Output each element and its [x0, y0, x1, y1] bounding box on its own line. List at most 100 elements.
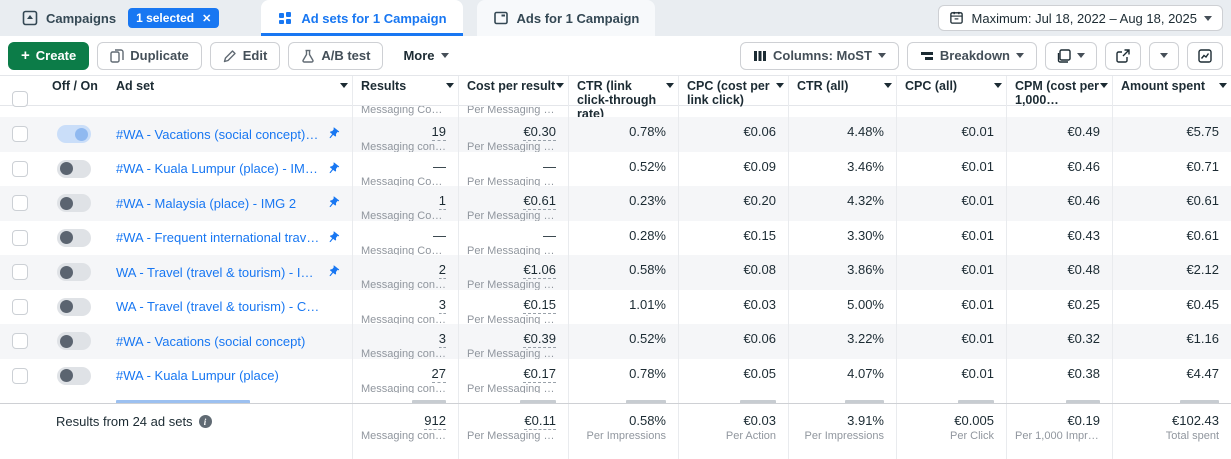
results-value[interactable]: 27	[431, 365, 446, 383]
ad-set-cell: WA - Travel (travel & tourism) - Copy	[108, 290, 352, 325]
footer-ctr-all-value: 3.91%	[847, 413, 884, 428]
off-on-toggle[interactable]	[57, 194, 91, 213]
duplicate-icon	[110, 48, 124, 63]
cost-value[interactable]: —	[543, 158, 556, 174]
tab-campaigns[interactable]: Campaigns 1 selected ✕	[0, 0, 235, 36]
ad-set-cell: WA - Travel (travel & tourism) - IMG 2	[108, 255, 352, 290]
results-value[interactable]: 2	[438, 262, 446, 279]
create-label: Create	[35, 48, 77, 63]
pin-icon	[329, 127, 340, 139]
row-checkbox[interactable]	[12, 264, 28, 281]
more-button[interactable]: More	[391, 42, 460, 70]
select-all-checkbox[interactable]	[12, 90, 28, 107]
footer-results-value[interactable]: 912	[424, 413, 446, 430]
cost-value[interactable]: —	[543, 227, 556, 243]
results-value[interactable]: —	[433, 158, 446, 174]
header-ctr-all[interactable]: CTR (all)	[788, 76, 896, 121]
chevron-down-icon	[877, 53, 886, 58]
header-results[interactable]: Results	[352, 76, 458, 121]
ctr-link-cell: 0.52%	[568, 151, 678, 186]
header-ad-set[interactable]: Ad set	[108, 76, 352, 121]
results-cell: 3 Messaging conversati…	[352, 289, 458, 325]
ad-set-link[interactable]: #WA - Kuala Lumpur (place)	[116, 368, 279, 384]
sort-caret-icon	[666, 83, 674, 88]
cost-per-result-cell: €1.06 Per Messaging Conve…	[458, 255, 568, 290]
edit-button[interactable]: Edit	[209, 41, 281, 70]
clear-selection-icon[interactable]: ✕	[202, 12, 212, 25]
row-checkbox[interactable]	[12, 160, 28, 177]
table-row: #WA - Vacations (social concept) 3 Messa…	[0, 324, 1231, 359]
columns-button[interactable]: Columns: MoST	[739, 41, 899, 70]
cpc-link-value: €0.09	[743, 158, 776, 174]
off-on-toggle[interactable]	[57, 366, 91, 385]
cost-value[interactable]: €0.61	[523, 193, 556, 210]
ad-set-link[interactable]: #WA - Kuala Lumpur (place) - IMG 2	[116, 161, 320, 177]
row-checkbox[interactable]	[12, 229, 28, 246]
header-cpc-all[interactable]: CPC (all)	[896, 76, 1006, 121]
row-checkbox[interactable]	[12, 126, 28, 143]
duplicate-button[interactable]: Duplicate	[97, 41, 202, 70]
amount-value: €0.61	[1186, 193, 1219, 208]
footer-cpc-link-value: €0.03	[743, 413, 776, 428]
ab-test-button[interactable]: A/B test	[288, 41, 384, 70]
cpm-cell: €0.46	[1006, 151, 1112, 186]
footer-cost-value[interactable]: €0.11	[524, 413, 556, 430]
table-row: #WA - Vacations (social concept) - IMG 2…	[0, 117, 1231, 152]
ad-set-link[interactable]: #WA - Frequent international travelers -…	[116, 230, 320, 246]
breakdown-button[interactable]: Breakdown	[906, 41, 1037, 70]
header-cpm[interactable]: CPM (cost per 1,000…	[1006, 76, 1112, 121]
results-value[interactable]: 3	[438, 331, 446, 348]
results-label: Messaging conversati…	[361, 313, 446, 325]
results-value[interactable]: 19	[431, 124, 446, 141]
charts-button[interactable]	[1187, 41, 1223, 70]
header-amount-spent[interactable]: Amount spent	[1112, 76, 1231, 121]
selected-filter-badge[interactable]: 1 selected ✕	[128, 8, 220, 28]
cost-label: Per Messaging Conve…	[467, 382, 556, 394]
row-checkbox-cell	[0, 255, 44, 290]
create-button[interactable]: + Create	[8, 41, 90, 70]
tab-ad-sets[interactable]: Ad sets for 1 Campaign	[261, 0, 463, 36]
off-on-toggle[interactable]	[57, 159, 91, 178]
ad-set-link[interactable]: WA - Travel (travel & tourism) - Copy	[116, 299, 320, 315]
header-cost-per-result[interactable]: Cost per result	[458, 76, 568, 121]
off-on-toggle[interactable]	[57, 228, 91, 247]
cost-label: Per Messaging Conve…	[467, 279, 556, 290]
header-cpc-link[interactable]: CPC (cost per link click)	[678, 76, 788, 121]
row-checkbox[interactable]	[12, 333, 28, 350]
off-on-toggle[interactable]	[57, 297, 91, 316]
ctr-all-cell: 3.22%	[788, 324, 896, 359]
footer-results-cell: 912 Messaging conversati…	[352, 404, 458, 459]
results-value[interactable]: —	[433, 227, 446, 243]
date-range-button[interactable]: Maximum: Jul 18, 2022 – Aug 18, 2025	[937, 5, 1223, 31]
ad-set-link[interactable]: #WA - Malaysia (place) - IMG 2	[116, 195, 297, 211]
off-on-toggle[interactable]	[57, 263, 91, 282]
ad-set-link[interactable]: #WA - Vacations (social concept)	[116, 333, 306, 349]
ctr-link-value: 0.28%	[629, 227, 666, 243]
row-checkbox[interactable]	[12, 298, 28, 315]
ab-test-label: A/B test	[321, 48, 371, 63]
amount-value: €2.12	[1186, 262, 1219, 277]
info-icon[interactable]: i	[198, 415, 212, 428]
reports-button[interactable]	[1045, 41, 1097, 70]
off-on-toggle[interactable]	[57, 332, 91, 351]
results-value[interactable]: 3	[438, 296, 446, 314]
breakdown-label: Breakdown	[939, 48, 1010, 63]
cost-value[interactable]: €0.30	[523, 124, 556, 141]
export-options-button[interactable]	[1149, 41, 1179, 70]
row-checkbox[interactable]	[12, 195, 28, 212]
cost-value[interactable]: €0.39	[523, 331, 556, 348]
row-checkbox[interactable]	[12, 367, 28, 384]
ad-set-link[interactable]: WA - Travel (travel & tourism) - IMG 2	[116, 264, 320, 280]
cost-value[interactable]: €0.15	[523, 296, 556, 314]
ads-page-icon	[493, 10, 509, 26]
off-on-toggle[interactable]	[57, 125, 91, 144]
pin-icon	[329, 265, 340, 277]
export-icon	[1116, 48, 1130, 63]
ad-set-link[interactable]: #WA - Vacations (social concept) - IMG 2	[116, 126, 320, 142]
export-button[interactable]	[1105, 41, 1141, 70]
results-value[interactable]: 1	[438, 193, 446, 210]
cost-value[interactable]: €1.06	[523, 262, 556, 279]
cost-value[interactable]: €0.17	[523, 365, 556, 383]
ctr-all-value: 3.22%	[847, 331, 884, 346]
tab-ads[interactable]: Ads for 1 Campaign	[476, 0, 656, 36]
